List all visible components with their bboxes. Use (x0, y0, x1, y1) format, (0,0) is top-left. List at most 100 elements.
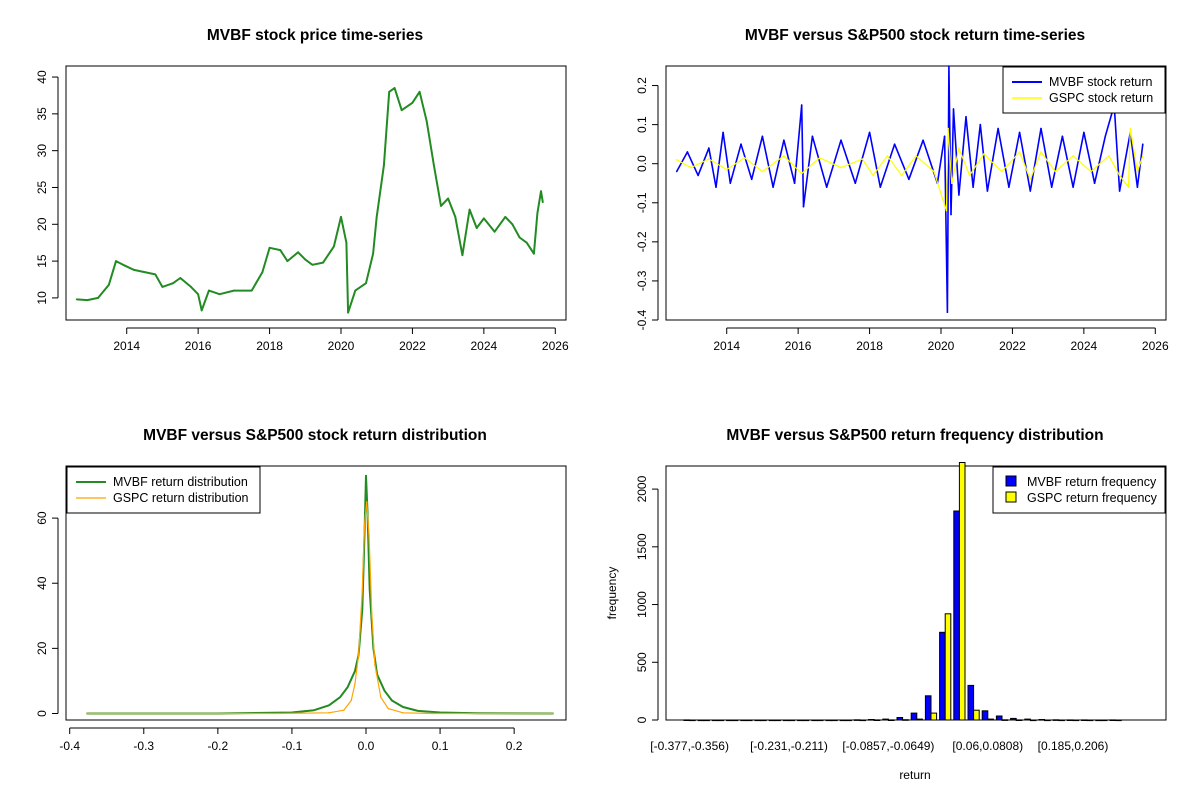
returns-y-tick-label: 0.1 (635, 116, 649, 133)
price-data-point (268, 246, 271, 249)
density-data-point (86, 712, 88, 715)
returns-y-tick-label: 0.2 (635, 77, 649, 94)
frequency-bar-gspc (859, 719, 867, 722)
returns-data-point (725, 168, 728, 171)
returns-legend-label-gspc: GSPC stock return (1049, 91, 1153, 105)
frequency-bar-mvbf (896, 717, 904, 721)
frequency-bar-mvbf (981, 710, 989, 721)
frequency-bar-gspc (973, 709, 980, 721)
returns-data-point (793, 182, 796, 185)
price-data-point (347, 311, 350, 314)
returns-data-point (740, 143, 742, 145)
returns-data-point (722, 131, 724, 134)
returns-data-point (950, 182, 953, 185)
returns-data-point (1141, 155, 1144, 157)
frequency-bar-mvbf (939, 631, 946, 721)
frequency-bar-mvbf (768, 719, 776, 722)
density-data-point (369, 589, 371, 591)
density-x-tick-label: 0.0 (358, 739, 375, 753)
frequency-bar-gspc (788, 719, 796, 722)
frequency-bar-gspc (930, 712, 938, 721)
price-data-point (161, 285, 164, 288)
returns-x-tick-label: 2014 (713, 339, 740, 353)
frequency-bar-gspc (1115, 719, 1122, 722)
returns-legend-label-mvbf: MVBF stock return (1049, 75, 1153, 89)
density-y-tick-label: 40 (35, 576, 49, 590)
price-x-tick-label: 2016 (185, 339, 212, 353)
returns-y-tick-label: -0.2 (635, 231, 649, 252)
returns-legend: MVBF stock return GSPC stock return (1002, 66, 1166, 114)
frequency-legend-swatch-mvbf (1005, 475, 1017, 487)
returns-data-point (729, 182, 732, 185)
frequency-bar-mvbf (811, 719, 818, 722)
returns-data-point (968, 174, 971, 177)
density-data-point (417, 710, 419, 712)
frequency-x-tick-label: [0.06,0.0808) (952, 739, 1023, 753)
returns-data-point (800, 172, 803, 175)
returns-x-tick-label: 2022 (999, 339, 1026, 353)
price-data-point (311, 263, 314, 266)
frequency-bar-mvbf (1010, 717, 1017, 721)
frequency-x-tick-label: [-0.377,-0.356) (650, 739, 729, 753)
price-data-point (115, 260, 117, 263)
density-data-point (354, 683, 356, 685)
price-data-point (286, 260, 289, 263)
density-data-point (354, 670, 356, 672)
returns-data-point (811, 135, 814, 138)
density-plot-frame (65, 465, 567, 721)
price-data-point (482, 217, 485, 220)
density-data-point (387, 707, 389, 710)
frequency-bar-mvbf (825, 719, 833, 722)
frequency-bar-mvbf (953, 510, 960, 721)
returns-data-point (1127, 186, 1130, 188)
price-data-point (207, 289, 210, 292)
frequency-x-axis-label: return (899, 768, 930, 782)
returns-data-point (1118, 190, 1121, 192)
frequency-bar-gspc (1015, 719, 1023, 722)
price-data-point (279, 249, 282, 251)
frequency-y-axis-label: frequency (605, 567, 619, 620)
price-data-point (475, 227, 478, 229)
returns-x-tick-label: 2020 (928, 339, 955, 353)
frequency-bar-gspc (703, 719, 710, 722)
frequency-bar-gspc (916, 718, 923, 721)
price-y-tick-label: 10 (35, 291, 49, 305)
returns-data-point (800, 104, 803, 106)
density-x-axis: -0.4 -0.3 -0.2 -0.1 0.0 0.1 0.2 (59, 727, 523, 753)
price-data-point (340, 216, 342, 218)
density-x-tick-label: -0.4 (59, 739, 80, 753)
returns-y-tick-label: 0.0 (635, 155, 649, 172)
returns-data-point (1000, 170, 1003, 173)
density-y-tick-label: 60 (35, 511, 49, 525)
price-data-point (154, 273, 157, 276)
price-data-point (132, 269, 135, 271)
returns-data-point (1108, 155, 1110, 157)
frequency-bar-gspc (745, 719, 753, 722)
frequency-bar-mvbf (754, 719, 762, 722)
density-data-point (276, 712, 278, 715)
price-x-tick-label: 2018 (256, 339, 283, 353)
returns-data-point (965, 116, 967, 118)
returns-data-point (1136, 186, 1139, 188)
returns-data-point (761, 170, 764, 173)
returns-data-point (1118, 174, 1121, 177)
price-data-point (190, 285, 192, 288)
density-legend-label-gspc: GSPC return distribution (113, 491, 249, 505)
price-y-tick-label: 15 (35, 254, 49, 268)
frequency-bar-gspc (731, 719, 739, 722)
frequency-bar-gspc (1072, 719, 1080, 722)
returns-data-point (1083, 131, 1085, 134)
price-y-tick-label: 20 (35, 217, 49, 231)
density-data-point (361, 589, 363, 591)
density-data-point (552, 712, 555, 715)
density-data-point (402, 712, 404, 714)
density-data-point (339, 696, 341, 698)
returns-data-point (861, 158, 864, 160)
frequency-x-tick-label: [-0.231,-0.211) (750, 739, 828, 753)
frequency-bar-gspc (831, 719, 838, 722)
price-chart-title: MVBF stock price time-series (207, 27, 423, 44)
density-data-point (439, 711, 441, 714)
price-data-point (250, 289, 253, 292)
price-data-point (468, 208, 471, 211)
returns-x-tick-label: 2024 (1071, 339, 1098, 353)
